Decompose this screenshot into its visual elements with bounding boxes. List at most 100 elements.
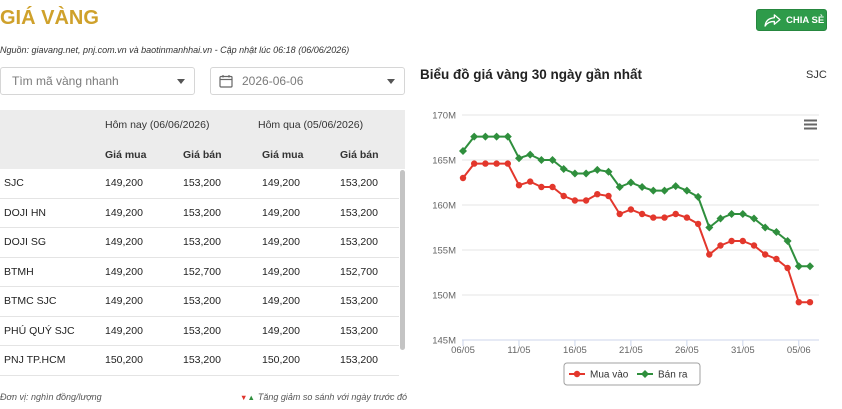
today-sell-header: Giá bán xyxy=(183,149,222,161)
ban-ra-point xyxy=(503,132,512,141)
legend-box xyxy=(563,362,701,386)
table-scrollbar[interactable] xyxy=(400,170,405,350)
ban-ra-point xyxy=(716,214,725,223)
yesterday-sell-cell: 153,200 xyxy=(340,324,378,337)
y-tick-label: 170M xyxy=(432,111,456,122)
yesterday-sell-header: Giá bán xyxy=(340,149,379,161)
gold-code-cell: BTMC SJC xyxy=(4,295,57,307)
ban-ra-point xyxy=(481,132,490,141)
ban-ra-point xyxy=(615,183,624,191)
ban-ra-point xyxy=(638,183,647,191)
yesterday-sell-cell: 153,200 xyxy=(340,206,378,219)
mua-vao-point xyxy=(650,214,657,221)
mua-vao-point xyxy=(773,255,780,263)
ban-ra-point xyxy=(626,178,635,187)
yesterday-sell-cell: 153,200 xyxy=(340,295,378,307)
chevron-down-icon xyxy=(387,79,395,84)
page-title: GIÁ VÀNG xyxy=(0,7,99,29)
mua-vao-point xyxy=(717,242,724,249)
today-buy-header: Giá mua xyxy=(105,149,147,161)
ban-ra-point xyxy=(570,169,579,178)
today-buy-cell: 149,200 xyxy=(105,206,143,219)
mua-vao-point xyxy=(627,206,635,213)
legend-label-mua-vao: Mua vào xyxy=(590,370,629,381)
gold-code-cell: BTMH xyxy=(4,265,34,278)
share-button[interactable]: CHIA SẺ xyxy=(756,9,827,31)
x-tick-label: 11/05 xyxy=(507,345,530,356)
table-row[interactable]: BTMC SJC 149,200 153,200 149,200 153,200 xyxy=(0,287,399,317)
date-picker[interactable]: 2026-06-06 xyxy=(210,67,405,95)
ban-ra-line xyxy=(462,135,810,268)
calendar-icon xyxy=(219,75,233,88)
gold-code-search-select[interactable]: Tìm mã vàng nhanh xyxy=(0,67,195,95)
y-tick-label: 150M xyxy=(432,291,456,302)
ban-ra-point xyxy=(459,147,467,155)
chevron-down-icon xyxy=(177,79,185,84)
ban-ra-point xyxy=(526,150,535,159)
table-row[interactable]: PNJ TP.HCM 150,200 153,200 150,200 153,200 xyxy=(0,346,399,376)
price-table-body: SJC 149,200 153,200 149,200 153,200 DOJI HN 14… xyxy=(0,169,399,376)
mua-vao-point xyxy=(549,183,556,191)
ban-ra-point xyxy=(806,262,814,271)
yesterday-buy-cell: 149,200 xyxy=(262,177,300,189)
ban-ra-point xyxy=(694,192,703,201)
unit-note: Đơn vị: nghìn đồng/lượng xyxy=(0,392,102,402)
table-row[interactable]: SJC 149,200 153,200 149,200 153,200 xyxy=(0,169,399,199)
mua-vao-point xyxy=(571,197,579,204)
ban-ra-point xyxy=(548,156,557,164)
y-tick-label: 160M xyxy=(432,201,456,212)
gold-code-cell: DOJI HN xyxy=(4,206,46,219)
mua-vao-point xyxy=(806,299,814,306)
ban-ra-point xyxy=(783,237,792,245)
gold-code-cell: SJC xyxy=(4,177,24,189)
mua-vao-point xyxy=(728,237,735,245)
yesterday-header: Hôm qua (05/06/2026) xyxy=(258,119,364,131)
mua-vao-point xyxy=(784,264,791,272)
share-icon xyxy=(764,13,781,27)
table-row[interactable]: BTMH 149,200 152,700 149,200 152,700 xyxy=(0,258,399,287)
hamburger-menu-icon[interactable] xyxy=(801,117,819,132)
today-sell-cell: 153,200 xyxy=(183,236,221,248)
legend-marker-mua-vao xyxy=(573,370,581,378)
legend-item-ban-ra[interactable]: Bán ra xyxy=(637,370,688,381)
mua-vao-point xyxy=(638,210,646,218)
mua-vao-point xyxy=(672,210,679,218)
x-axis: 06/05 11/05 16/05 21/05 26/05 31/05 05/06 xyxy=(451,339,819,356)
mua-vao-point xyxy=(683,214,691,221)
today-buy-cell: 149,200 xyxy=(105,177,143,189)
y-tick-label: 155M xyxy=(432,246,456,257)
table-row[interactable]: PHÚ QUÝ SJC 149,200 153,200 149,200 153,200 xyxy=(0,317,399,346)
ban-ra-point xyxy=(671,182,680,191)
yesterday-sell-cell: 153,200 xyxy=(340,177,378,189)
today-buy-cell: 150,200 xyxy=(105,354,143,366)
table-header: Hôm nay (06/06/2026) Hôm qua (05/06/2026… xyxy=(0,110,405,169)
ban-ra-point xyxy=(750,214,758,223)
x-tick-label: 06/05 xyxy=(451,345,475,356)
y-tick-label: 145M xyxy=(432,336,456,347)
mua-vao-point xyxy=(605,192,612,200)
gold-code-cell: PHÚ QUÝ SJC xyxy=(4,324,75,337)
yesterday-sell-cell: 153,200 xyxy=(340,354,378,366)
mua-vao-point xyxy=(739,237,746,245)
today-sell-cell: 152,700 xyxy=(183,265,221,278)
ban-ra-point xyxy=(772,228,781,236)
table-row[interactable]: DOJI HN 149,200 153,200 149,200 153,200 xyxy=(0,199,399,228)
table-row[interactable]: DOJI SG 149,200 153,200 149,200 153,200 xyxy=(0,228,399,258)
mua-vao-point xyxy=(527,178,534,185)
legend-item-mua-vao[interactable]: Mua vào xyxy=(569,370,629,381)
change-note: ▼▲ Tăng giảm so sánh với ngày trước đó xyxy=(240,392,407,403)
ban-ra-point xyxy=(705,223,714,232)
chart-selected-code: SJC xyxy=(806,69,827,81)
today-buy-cell: 149,200 xyxy=(105,236,143,248)
x-tick-label: 31/05 xyxy=(731,345,755,356)
ban-ra-point xyxy=(559,165,568,173)
ban-ra-point xyxy=(593,165,602,174)
ban-ra-point xyxy=(738,210,747,218)
mua-vao-point xyxy=(616,210,623,218)
y-axis: 145M 150M 155M 160M 165M 170M xyxy=(432,111,819,347)
today-sell-cell: 153,200 xyxy=(183,295,221,307)
ban-ra-point xyxy=(649,186,658,195)
x-tick-label: 21/05 xyxy=(619,345,643,356)
chart-title: Biểu đồ giá vàng 30 ngày gần nhất xyxy=(420,67,643,82)
mua-vao-point xyxy=(750,242,758,249)
